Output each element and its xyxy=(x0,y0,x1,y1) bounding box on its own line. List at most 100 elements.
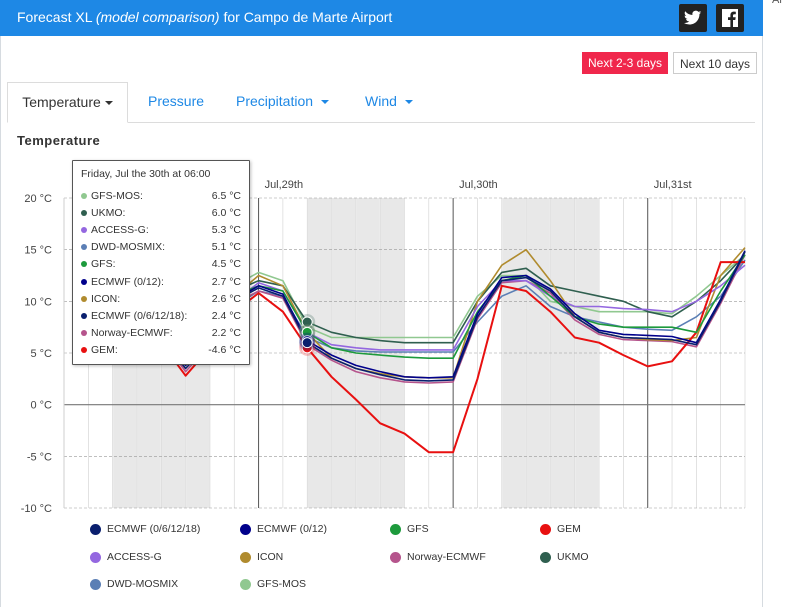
legend-label: ACCESS-G xyxy=(107,551,162,563)
tab-pressure[interactable]: Pressure xyxy=(148,82,204,123)
title-prefix: Forecast XL xyxy=(17,9,92,25)
tooltip-series-marker xyxy=(81,226,87,233)
legend-item-icon[interactable]: ICON xyxy=(240,551,283,563)
tooltip-series-name: ACCESS-G: xyxy=(91,223,149,236)
tooltip-series-value: 5.1 °C xyxy=(211,241,241,254)
legend-item-gem[interactable]: GEM xyxy=(540,523,581,535)
legend-label: UKMO xyxy=(557,551,589,563)
tooltip-row: ICON: 2.6 °C xyxy=(81,290,241,307)
legend-label: GFS xyxy=(407,523,429,535)
tooltip-header: Friday, Jul the 30th at 06:00 xyxy=(81,168,211,180)
tooltip-series-marker xyxy=(81,295,87,302)
legend-marker xyxy=(90,523,101,535)
tooltip-series-name: ICON: xyxy=(91,292,121,305)
legend-marker xyxy=(90,578,101,590)
legend-item-ukmo[interactable]: UKMO xyxy=(540,551,589,563)
tooltip-row: UKMO: 6.0 °C xyxy=(81,204,241,221)
legend-marker xyxy=(390,551,401,563)
twitter-icon[interactable] xyxy=(679,4,707,32)
forecast-widget xyxy=(0,0,763,607)
legend-label: GEM xyxy=(557,523,581,535)
y-tick-label: -5 °C xyxy=(27,451,52,463)
legend-marker xyxy=(390,523,401,535)
tooltip-series-name: Norway-ECMWF: xyxy=(91,327,173,340)
tooltip-series-marker xyxy=(81,244,87,251)
chevron-down-icon xyxy=(104,101,113,106)
header-bar: Forecast XL (model comparison) for Campo… xyxy=(0,0,763,36)
tab-temperature-label: Temperature xyxy=(22,94,101,110)
legend-item-dwd-mosmix[interactable]: DWD-MOSMIX xyxy=(90,578,178,590)
tooltip-rows: GFS-MOS: 6.5 °C UKMO: 6.0 °C ACCESS-G: 5.3 °C… xyxy=(81,187,241,359)
legend-label: DWD-MOSMIX xyxy=(107,578,179,590)
tooltip-series-value: 6.0 °C xyxy=(211,206,241,219)
y-tick-label: 5 °C xyxy=(30,348,52,360)
tooltip-row: GFS-MOS: 6.5 °C xyxy=(81,187,241,204)
tooltip-series-name: ECMWF (0/6/12/18): xyxy=(91,309,188,322)
legend-marker xyxy=(540,551,551,563)
legend-marker xyxy=(90,551,101,563)
title-italic: (model comparison) xyxy=(95,9,220,25)
tooltip-series-value: 2.2 °C xyxy=(211,327,241,340)
tooltip-series-name: GFS: xyxy=(91,258,116,271)
legend-item-ecmwf-0-12-[interactable]: ECMWF (0/12) xyxy=(240,523,327,535)
legend-item-norway-ecmwf[interactable]: Norway-ECMWF xyxy=(390,551,486,563)
legend-marker xyxy=(240,523,251,535)
tab-temperature[interactable]: Temperature xyxy=(7,82,128,123)
tooltip-series-name: UKMO: xyxy=(91,206,126,219)
tooltip-series-value: 2.7 °C xyxy=(211,275,241,288)
legend-item-gfs[interactable]: GFS xyxy=(390,523,429,535)
legend-label: ECMWF (0/12) xyxy=(257,523,328,535)
legend-label: Norway-ECMWF xyxy=(407,551,486,563)
y-tick-label: 15 °C xyxy=(24,245,52,257)
y-tick-label: 20 °C xyxy=(24,193,52,205)
legend-label: ICON xyxy=(257,551,284,563)
x-day-label: Jul,30th xyxy=(459,179,498,191)
tooltip-row: GFS: 4.5 °C xyxy=(81,256,241,273)
tooltip-series-marker xyxy=(81,261,87,268)
x-day-label: Jul,29th xyxy=(265,179,304,191)
y-tick-label: 0 °C xyxy=(30,400,52,412)
legend-marker xyxy=(240,551,251,563)
legend-item-gfs-mos[interactable]: GFS-MOS xyxy=(240,578,306,590)
tab-precipitation-label: Precipitation xyxy=(236,93,314,109)
tab-wind-label: Wind xyxy=(365,93,397,109)
chevron-down-icon xyxy=(404,100,413,105)
tooltip-series-marker xyxy=(81,347,87,354)
facebook-icon[interactable] xyxy=(716,4,744,32)
legend-marker xyxy=(540,523,551,535)
legend-label: ECMWF (0/6/12/18) xyxy=(107,523,201,535)
legend-item-ecmwf-0-6-12-18-[interactable]: ECMWF (0/6/12/18) xyxy=(90,523,200,535)
tooltip-series-value: 4.5 °C xyxy=(211,258,241,271)
legend-marker xyxy=(240,578,251,590)
legend-item-access-g[interactable]: ACCESS-G xyxy=(90,551,162,563)
series-line-ukmo xyxy=(160,254,746,344)
series-line-ecmwf-0-12- xyxy=(160,250,746,379)
tooltip-series-value: 6.5 °C xyxy=(211,189,241,202)
tooltip-series-marker xyxy=(81,312,87,319)
y-tick-label: -10 °C xyxy=(21,503,52,515)
series-line-ecmwf-0-6-12-18- xyxy=(160,251,746,382)
widget-title: Forecast XL (model comparison) for Campo… xyxy=(17,9,392,25)
range-next-2-3-days-button[interactable]: Next 2-3 days xyxy=(582,52,669,74)
tooltip-series-value: 2.6 °C xyxy=(211,292,241,305)
tab-wind[interactable]: Wind xyxy=(365,82,413,123)
highlight-point xyxy=(301,337,313,349)
tooltip-series-value: 5.3 °C xyxy=(211,223,241,236)
range-next-10-days-button[interactable]: Next 10 days xyxy=(673,52,758,74)
tooltip-series-name: DWD-MOSMIX: xyxy=(91,241,166,254)
y-tick-label: 10 °C xyxy=(24,296,52,308)
series-line-gem xyxy=(160,261,745,454)
tooltip-series-name: GEM: xyxy=(91,344,118,357)
tooltip-series-marker xyxy=(81,330,87,337)
tooltip-row: ECMWF (0/6/12/18): 2.4 °C xyxy=(81,307,241,324)
tooltip-series-marker xyxy=(81,278,87,285)
twitter-glyph xyxy=(684,10,702,25)
chevron-down-icon xyxy=(321,100,330,105)
tab-pressure-label: Pressure xyxy=(148,93,205,109)
tooltip-series-value: -4.6 °C xyxy=(208,344,241,357)
legend-label: GFS-MOS xyxy=(257,578,306,590)
chart-tooltip: Friday, Jul the 30th at 06:00 GFS-MOS: 6.… xyxy=(72,160,250,365)
offscreen-text: Al xyxy=(772,0,782,6)
tab-precipitation[interactable]: Precipitation xyxy=(236,82,330,123)
title-suffix: for Campo de Marte Airport xyxy=(223,9,393,25)
